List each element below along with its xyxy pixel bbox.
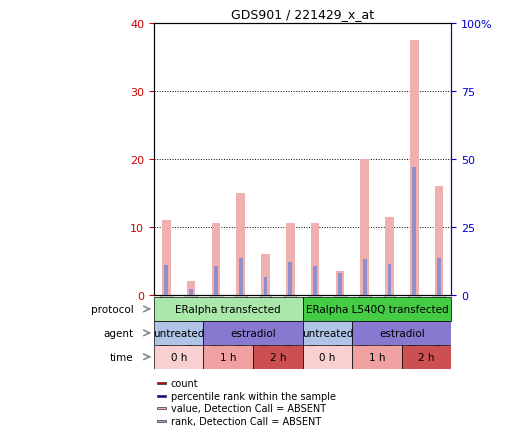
Bar [253, 345, 303, 369]
Bar [214, 266, 218, 295]
Text: 1 h: 1 h [369, 352, 385, 362]
Bar [385, 217, 394, 295]
Bar [264, 277, 267, 295]
Text: ERalpha L540Q transfected: ERalpha L540Q transfected [306, 304, 448, 314]
Bar [204, 345, 253, 369]
Text: untreated: untreated [302, 328, 353, 338]
Bar [157, 420, 166, 421]
Bar [437, 259, 441, 295]
Text: protocol: protocol [91, 304, 133, 314]
Bar [288, 263, 292, 295]
Text: count: count [171, 378, 199, 388]
Text: 0 h: 0 h [319, 352, 336, 362]
Text: 0 h: 0 h [170, 352, 187, 362]
Bar [338, 273, 342, 295]
Text: percentile rank within the sample: percentile rank within the sample [171, 391, 336, 401]
Text: rank, Detection Call = ABSENT: rank, Detection Call = ABSENT [171, 416, 321, 426]
Text: value, Detection Call = ABSENT: value, Detection Call = ABSENT [171, 403, 326, 413]
Bar [303, 297, 451, 321]
Bar [162, 220, 171, 295]
Bar [336, 271, 344, 295]
Bar [303, 345, 352, 369]
Bar [187, 282, 195, 295]
Bar [410, 41, 419, 295]
Text: 1 h: 1 h [220, 352, 236, 362]
Bar [154, 297, 303, 321]
Text: untreated: untreated [153, 328, 204, 338]
Bar [352, 321, 451, 345]
Bar [211, 224, 220, 295]
Text: 2 h: 2 h [270, 352, 286, 362]
Bar [261, 254, 270, 295]
Bar [402, 345, 451, 369]
Bar [154, 345, 204, 369]
Bar [239, 259, 243, 295]
Bar [360, 160, 369, 295]
Bar [352, 345, 402, 369]
Bar [388, 264, 391, 295]
Bar [165, 265, 168, 295]
Text: time: time [110, 352, 133, 362]
Text: estradiol: estradiol [379, 328, 425, 338]
Bar [189, 290, 193, 295]
Bar [412, 168, 416, 295]
Title: GDS901 / 221429_x_at: GDS901 / 221429_x_at [231, 8, 374, 21]
Bar [303, 321, 352, 345]
Bar [157, 407, 166, 409]
Bar [157, 395, 166, 397]
Text: estradiol: estradiol [230, 328, 276, 338]
Bar [204, 321, 303, 345]
Bar [311, 224, 320, 295]
Bar [157, 382, 166, 385]
Bar [154, 321, 204, 345]
Text: agent: agent [103, 328, 133, 338]
Bar [236, 194, 245, 295]
Bar [313, 266, 317, 295]
Bar [435, 187, 443, 295]
Text: ERalpha transfected: ERalpha transfected [175, 304, 281, 314]
Bar [363, 260, 366, 295]
Bar [286, 224, 294, 295]
Text: 2 h: 2 h [419, 352, 435, 362]
